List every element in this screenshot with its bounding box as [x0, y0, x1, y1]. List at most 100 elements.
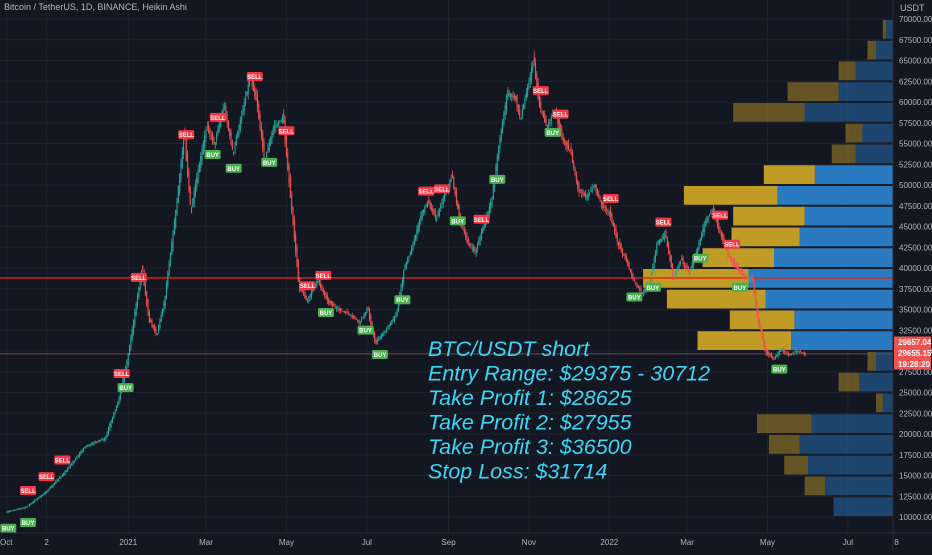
candle-body	[405, 261, 407, 269]
candle-body	[208, 125, 210, 133]
candle-body	[421, 210, 423, 219]
candle-body	[756, 300, 758, 316]
candle-body	[570, 147, 572, 156]
candle-body	[94, 442, 96, 443]
candle-body	[243, 102, 245, 111]
candle-body	[566, 141, 568, 148]
candle-body	[242, 109, 244, 115]
volume-profile-up-bar	[876, 40, 893, 60]
candle-body	[18, 508, 20, 510]
candle-body	[19, 508, 21, 510]
volume-profile-up-bar	[814, 165, 893, 184]
candle-body	[22, 507, 24, 509]
candle-body	[469, 243, 471, 246]
candle-body	[39, 496, 41, 499]
candle-body	[335, 307, 338, 309]
x-axis[interactable]: Oct 2 2021 Mar May Jul Sep Nov 2022 Mar May Jul 8	[0, 538, 899, 547]
candle-body	[527, 86, 529, 97]
candle-body	[524, 98, 526, 104]
candle-body	[51, 485, 53, 489]
candle-body	[753, 282, 755, 295]
signal-label: SELL	[603, 197, 619, 203]
candle-body	[64, 471, 66, 475]
signal-badge	[315, 270, 332, 280]
candle-body	[234, 142, 236, 151]
candle-body	[263, 141, 265, 158]
candle-body	[225, 105, 227, 119]
volume-profile-up-bar	[876, 352, 893, 371]
signal-label: SELL	[20, 489, 36, 495]
candle-body	[98, 440, 100, 443]
candle-body	[525, 93, 527, 99]
candle-body	[183, 138, 185, 155]
candle-body	[761, 329, 763, 339]
candle-body	[751, 277, 753, 280]
signal-badge	[130, 272, 147, 282]
candle-body	[251, 76, 253, 87]
candle-body	[272, 128, 274, 135]
candle-body	[743, 273, 745, 276]
candle-body	[591, 187, 593, 192]
candle-body	[256, 95, 258, 108]
y-tick-label: 27500.00	[899, 368, 932, 377]
candle-body	[216, 134, 218, 141]
candle-body	[188, 169, 190, 191]
candle-body	[345, 311, 347, 314]
candle-body	[589, 192, 591, 194]
candle-body	[487, 210, 489, 219]
candle-body	[154, 325, 156, 332]
candle-body	[148, 311, 150, 323]
candle-body	[774, 356, 776, 360]
y-tick-label: 37500.00	[899, 285, 932, 294]
x-tick-label: Jul	[843, 538, 853, 547]
candle-body	[396, 310, 398, 316]
candle-body	[388, 324, 390, 327]
candle-body	[308, 296, 310, 302]
candle-body	[542, 110, 544, 118]
candle-body	[449, 180, 451, 188]
candle-body	[363, 313, 365, 319]
candle-body	[664, 234, 666, 239]
candle-body	[504, 105, 506, 115]
candle-body	[615, 228, 617, 238]
candle-body	[802, 352, 804, 354]
candle-body	[84, 447, 86, 449]
candle-body	[304, 291, 306, 299]
candle-body	[326, 295, 328, 301]
candle-body	[453, 177, 455, 189]
candle-body	[519, 110, 521, 117]
candle-body	[653, 259, 655, 268]
volume-profile-up-bar	[811, 414, 893, 433]
candle-body	[770, 354, 772, 358]
candle-body	[34, 500, 36, 503]
candle-body	[36, 498, 38, 500]
candle-body	[47, 489, 49, 492]
buy-signal: BUY	[489, 174, 506, 184]
candle-body	[409, 252, 411, 256]
signal-label: BUY	[206, 153, 219, 159]
candle-body	[470, 245, 472, 247]
candle-body	[507, 90, 509, 98]
candle-body	[136, 295, 139, 308]
candle-body	[303, 292, 305, 295]
candle-body	[226, 114, 228, 124]
candle-body	[126, 361, 128, 369]
candle-body	[122, 378, 124, 388]
candle-body	[582, 189, 584, 195]
candle-body	[35, 499, 37, 501]
candle-body	[744, 274, 746, 278]
candle-body	[438, 208, 440, 216]
candle-body	[376, 339, 378, 343]
candle-body	[420, 215, 422, 221]
candle-body	[103, 438, 106, 440]
candle-body	[778, 351, 780, 355]
candle-body	[40, 495, 42, 497]
candle-body	[641, 292, 643, 294]
candle-body	[325, 292, 327, 299]
candle-body	[760, 325, 762, 333]
candle-body	[382, 333, 384, 336]
candle-body	[330, 301, 332, 305]
candle-body	[320, 283, 322, 288]
